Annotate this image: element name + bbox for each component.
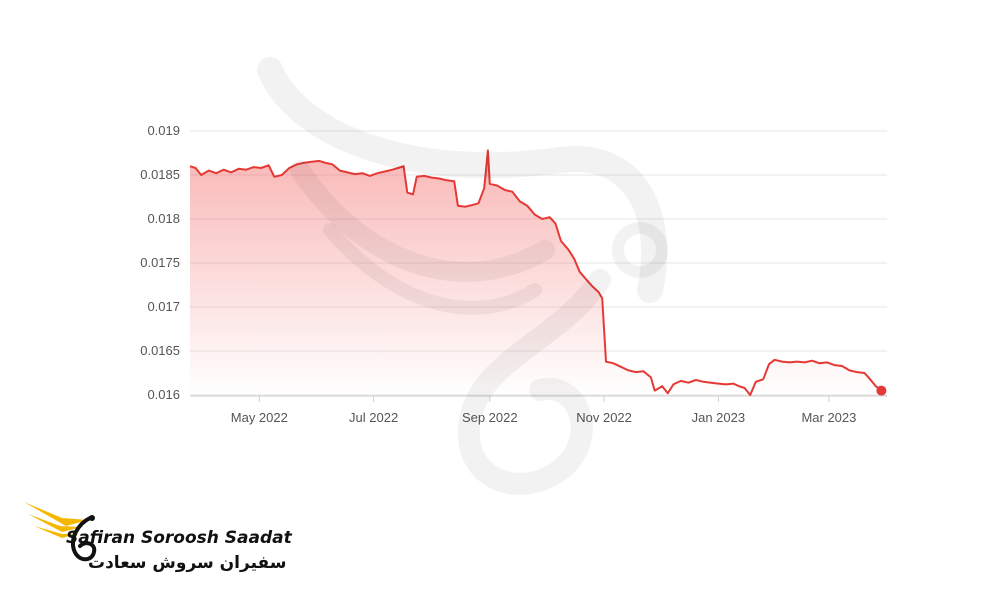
x-tick-label: Jan 2023 (692, 410, 746, 425)
x-tick-label: Sep 2022 (462, 410, 518, 425)
series-end-point (876, 385, 887, 396)
series-line (189, 149, 883, 396)
x-tick-label: Jul 2022 (349, 410, 398, 425)
y-tick-label: 0.0185 (140, 167, 180, 182)
x-tick-label: Mar 2023 (801, 410, 856, 425)
brand-name-fa: سفیران سروش سعادت (88, 553, 287, 573)
y-tick-label: 0.016 (147, 387, 180, 402)
series-area (190, 150, 882, 395)
x-tick-label: Nov 2022 (576, 410, 632, 425)
watermark-emblem (257, 57, 668, 495)
swan-head-icon (89, 515, 95, 521)
swan-icon (71, 516, 97, 562)
y-tick-label: 0.017 (147, 299, 180, 314)
y-tick-label: 0.019 (147, 123, 180, 138)
x-axis: May 2022 Jul 2022 Sep 2022 Nov 2022 Jan 2023… (190, 395, 887, 425)
y-tick-label: 0.0175 (140, 255, 180, 270)
x-tick-label: May 2022 (231, 410, 288, 425)
brand-name-en: Safiran Soroosh Saadat (66, 528, 292, 548)
y-axis: 0.016 0.0165 0.017 0.0175 0.018 0.0185 0.019 (140, 123, 180, 402)
y-tick-label: 0.018 (147, 211, 180, 226)
y-tick-label: 0.0165 (140, 343, 180, 358)
brand-logo (24, 502, 97, 562)
wing-icon (24, 502, 88, 538)
